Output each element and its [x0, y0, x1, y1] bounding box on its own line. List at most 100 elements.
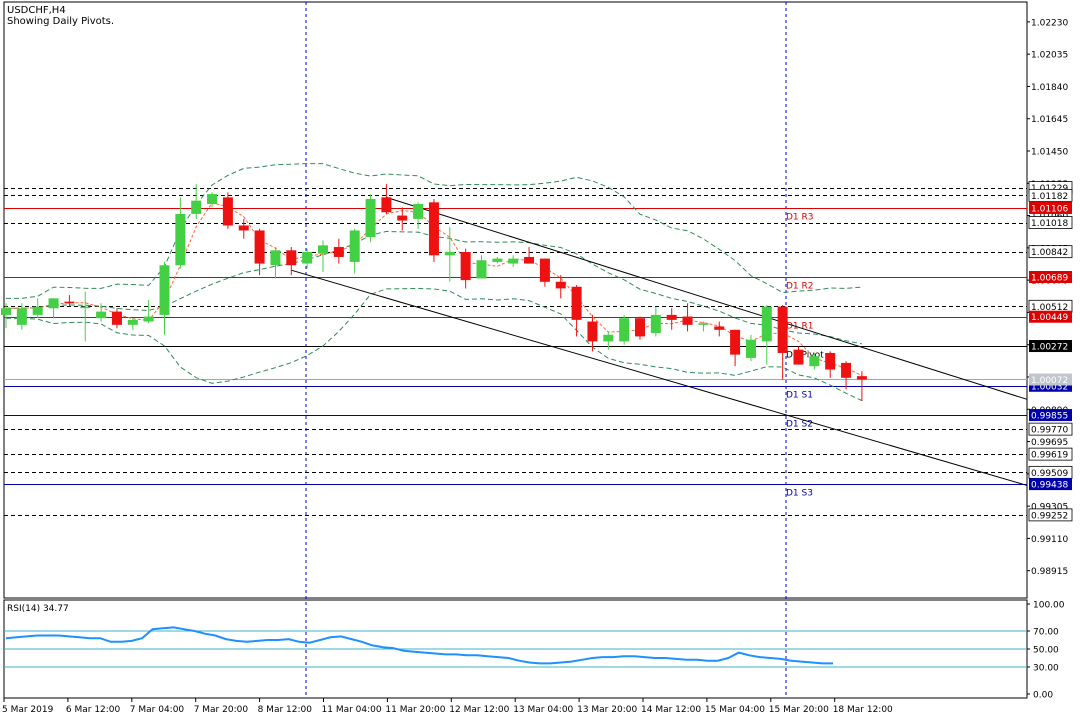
candle-body: [397, 215, 408, 221]
time-tick-label-3: 7 Mar 20:00: [194, 705, 249, 715]
candle-body: [698, 323, 709, 325]
candle-11: [175, 197, 186, 269]
candle-body: [48, 298, 59, 309]
price-tick-label-15: 0.99305: [1031, 503, 1068, 513]
pivot-label-4: D1 S1: [786, 391, 813, 401]
current-price-label: 1.00072: [1031, 376, 1068, 386]
pivot-label-2: D1 R1: [786, 322, 814, 332]
candle-body: [492, 258, 503, 262]
price-axis: 1.022301.020351.018401.016451.014501.012…: [1027, 18, 1073, 577]
pivot-label-5: D1 S2: [786, 420, 813, 430]
candle-body: [524, 256, 535, 264]
rsi-tick-label-0: 100.00: [1033, 601, 1065, 611]
pivot-box-label-1: 1.00689: [1031, 273, 1068, 283]
candle-10: [159, 261, 170, 335]
level-box-label-2: 1.01018: [1031, 219, 1068, 229]
price-tick-label-2: 1.01840: [1031, 83, 1068, 93]
candle-20: [318, 240, 328, 272]
pivot-box-label-0: 1.01106: [1031, 204, 1068, 214]
candle-24: [381, 184, 392, 214]
candle-body: [539, 258, 550, 282]
candlesticks: [1, 184, 867, 401]
candle-8: [127, 318, 138, 330]
pivot-label-1: D1 R2: [786, 282, 814, 292]
time-tick-label-12: 15 Mar 20:00: [769, 705, 829, 715]
price-tick-label-13: 0.99695: [1031, 438, 1068, 448]
candle-body: [571, 286, 582, 320]
pivot-box-2: [1029, 310, 1072, 323]
candle-17: [270, 247, 281, 279]
candle-body: [460, 251, 471, 281]
candle-49: [777, 304, 788, 380]
candle-body: [635, 318, 645, 337]
time-tick-label-8: 13 Mar 04:00: [513, 705, 573, 715]
candle-body: [809, 356, 820, 367]
time-tick-label-2: 7 Mar 04:00: [130, 705, 185, 715]
candle-15: [238, 218, 249, 239]
time-axis: 5 Mar 2019 6 Mar 12:00 7 Mar 04:00 7 Mar 20…: [2, 698, 893, 715]
candle-36: [571, 285, 582, 337]
candle-body: [761, 306, 772, 342]
candle-body: [349, 230, 360, 262]
candle-body: [825, 352, 836, 370]
candle-29: [460, 248, 471, 289]
candle-53: [841, 361, 852, 390]
candle-body: [777, 306, 788, 353]
candle-16: [254, 228, 265, 276]
candle-body: [856, 376, 867, 380]
candle-body: [286, 250, 297, 266]
level-box-label-4: 1.00512: [1031, 303, 1068, 313]
candle-13: [207, 192, 218, 208]
pivot-box-6: [1029, 478, 1072, 491]
time-tick-label-6: 11 Mar 20:00: [385, 705, 445, 715]
level-box-label-3: 1.00842: [1031, 248, 1068, 258]
chart-symbol-title: USDCHF,H4: [7, 5, 66, 16]
candle-body: [191, 200, 202, 214]
candle-body: [730, 329, 741, 355]
candle-27: [428, 199, 439, 262]
candle-body: [32, 306, 43, 315]
time-tick-label-4: 8 Mar 12:00: [258, 705, 313, 715]
pivot-box-5: [1029, 409, 1072, 422]
candle-1: [16, 303, 27, 330]
candle-body: [508, 258, 519, 264]
time-tick-label-0: 5 Mar 2019: [2, 705, 54, 715]
upper-band-line: [6, 163, 862, 299]
candle-body: [381, 197, 392, 213]
pivot-box-label-4: 1.00032: [1031, 382, 1068, 392]
candle-31: [492, 256, 503, 264]
candle-48: [761, 304, 772, 365]
candle-7: [111, 308, 122, 329]
candle-21: [333, 238, 344, 264]
candle-38: [603, 331, 614, 350]
lower-band-line: [6, 287, 863, 402]
candle-body: [64, 301, 75, 304]
candle-37: [587, 314, 598, 352]
candle-9: [143, 300, 154, 324]
candle-43: [682, 303, 693, 332]
candle-22: [349, 228, 360, 274]
candle-18: [286, 247, 297, 276]
current-price-box: [1029, 373, 1072, 386]
candle-32: [508, 255, 519, 267]
candle-19: [302, 248, 313, 269]
candle-body: [413, 203, 424, 219]
candle-body: [666, 314, 677, 320]
price-tick-label-16: 0.99110: [1031, 535, 1068, 545]
level-box-3: [1028, 245, 1073, 259]
candle-body: [159, 265, 170, 315]
rsi-line: [5, 626, 833, 665]
price-tick-label-17: 0.98915: [1031, 567, 1068, 577]
candle-body: [682, 316, 693, 325]
pivot-box-label-2: 1.00449: [1031, 313, 1068, 323]
candle-body: [444, 251, 455, 256]
candle-body: [555, 281, 566, 289]
candle-body: [365, 199, 376, 238]
price-tick-label-3: 1.01645: [1031, 115, 1068, 125]
pivot-box-0: [1029, 201, 1072, 214]
time-tick-label-1: 6 Mar 12:00: [66, 705, 121, 715]
pivot-label-6: D1 S3: [786, 489, 813, 499]
pivot-box-label-6: 0.99438: [1031, 481, 1068, 491]
candle-12: [191, 184, 202, 219]
time-tick-label-11: 15 Mar 04:00: [705, 705, 765, 715]
